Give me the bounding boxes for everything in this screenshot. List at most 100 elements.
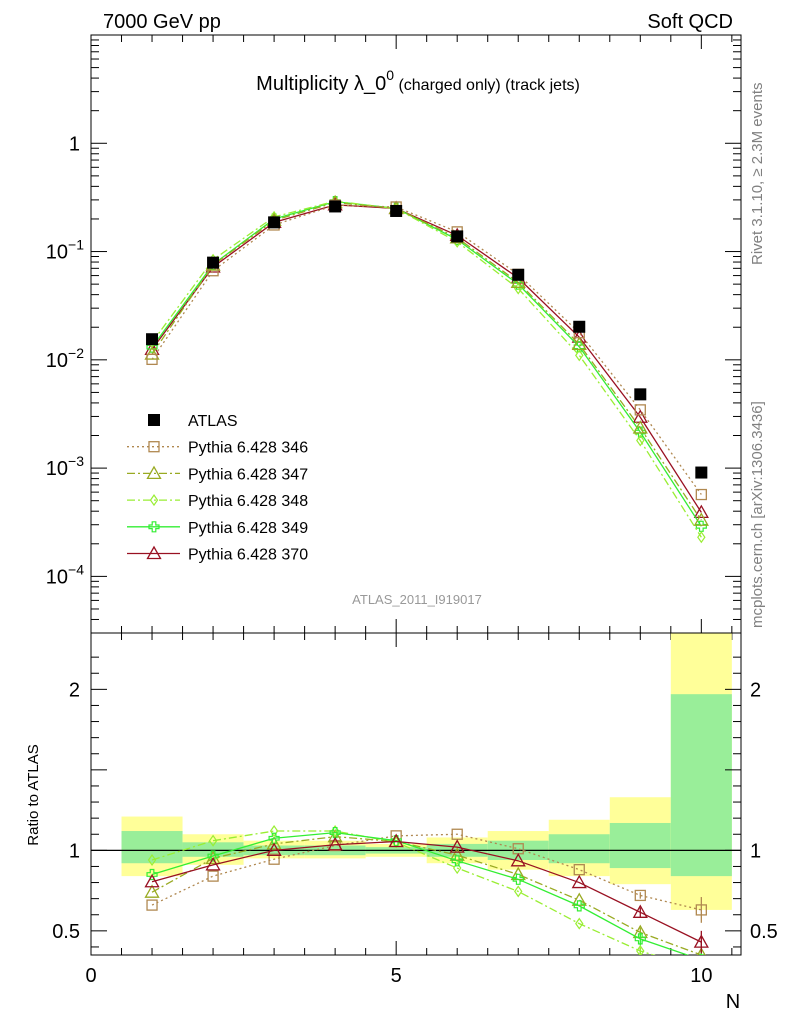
ratio-point: [634, 889, 646, 902]
series-line: [151, 204, 702, 513]
y-tick-label: 10−3: [46, 453, 84, 480]
series-line: [151, 200, 702, 527]
data-point: [573, 320, 586, 333]
chart-title-sup: 0: [386, 67, 394, 83]
main-frame: [90, 34, 742, 634]
ratio-point: [144, 884, 160, 898]
ratio-y-tick-label: 0.5: [52, 921, 80, 943]
ratio-point: [636, 944, 645, 955]
ratio-series-line: [151, 831, 690, 955]
data-point: [634, 404, 646, 416]
ratio-point: [510, 852, 526, 867]
ratio-point: [208, 834, 218, 847]
legend-marker: [148, 521, 160, 533]
ratio-point: [266, 836, 282, 850]
header-left: 7000 GeV pp: [103, 11, 221, 33]
analysis-id: ATLAS_2011_I919017: [352, 592, 482, 607]
x-axis-label: N: [726, 991, 740, 1013]
ratio-band-green: [548, 834, 610, 864]
y-tick-label: 10−2: [46, 345, 84, 372]
x-tick-label: 10: [690, 965, 712, 987]
ratio-y-tick-label-right: 1: [750, 840, 761, 862]
legend-marker: [148, 414, 160, 426]
chart-title-main: Multiplicity λ_0: [256, 73, 386, 95]
header-right: Soft QCD: [647, 11, 733, 33]
ratio-point: [146, 899, 158, 911]
ratio-band-green: [121, 831, 183, 864]
ratio-point: [513, 885, 523, 898]
legend-marker: [149, 494, 159, 507]
data-point: [695, 488, 707, 501]
chart-title-rest: (charged only) (track jets): [394, 77, 580, 94]
data-point: [693, 512, 709, 526]
ratio-ylabel: Ratio to ATLAS: [25, 744, 42, 845]
ratio-point: [451, 828, 463, 840]
ratio-point: [147, 853, 157, 867]
data-point: [697, 531, 706, 544]
ratio-y-tick-label-right: 2: [750, 679, 761, 701]
ratio-series-line: [151, 830, 656, 955]
ratio-point: [693, 934, 709, 948]
ratio-point: [329, 827, 341, 839]
ratio-point: [207, 870, 219, 882]
ratio-series-line: [151, 840, 702, 943]
ratio-point: [571, 874, 587, 889]
data-point: [510, 274, 526, 288]
data-point: [695, 520, 707, 532]
y-tick-label: 10−4: [46, 561, 84, 588]
legend-marker: [146, 545, 162, 560]
ratio-panel: 0 5 10 2 2 1 1 0.5 0.5: [52, 632, 778, 987]
legend-label: Pythia 6.428 349: [188, 520, 308, 537]
legend-marker: [148, 441, 160, 453]
series-line: [151, 200, 702, 538]
data-point: [634, 388, 647, 401]
data-point: [636, 434, 645, 447]
ratio-point: [573, 864, 585, 876]
ratio-series-line: [151, 836, 702, 955]
ratio-y-tick-label: 2: [69, 679, 80, 701]
data-point: [329, 200, 342, 213]
ratio-point: [327, 836, 343, 851]
ratio-point: [573, 900, 585, 912]
data-point: [207, 256, 220, 269]
data-point: [146, 353, 158, 366]
ratio-point: [144, 873, 160, 888]
legend-label: Pythia 6.428 346: [188, 440, 308, 457]
legend-marker: [146, 465, 162, 480]
ratio-point: [388, 833, 404, 848]
ratio-point: [698, 954, 704, 955]
data-point: [575, 349, 584, 362]
ratio-point: [327, 828, 343, 843]
legend-label: Pythia 6.428 347: [188, 466, 308, 483]
ratio-band-green: [182, 842, 244, 857]
data-point: [268, 216, 281, 229]
legend: ATLAS Pythia 6.428 346 Pythia 6.428 347 Pyt…: [127, 413, 308, 564]
ratio-frame: [90, 632, 742, 956]
ratio-series: [144, 824, 709, 955]
data-point: [695, 466, 708, 479]
ratio-point: [512, 873, 524, 885]
ratio-point: [449, 839, 465, 853]
ratio-y-tick-label: 1: [69, 840, 80, 862]
main-panel: 1 10−1 10−2 10−3 10−4: [46, 34, 742, 955]
series-line: [151, 201, 702, 521]
legend-label: ATLAS: [188, 413, 238, 430]
data-point: [693, 504, 709, 519]
ratio-band-green: [609, 822, 671, 869]
legend-label: Pythia 6.428 370: [188, 547, 308, 564]
ratio-y-tick-label-right: 0.5: [750, 921, 778, 943]
ratio-point: [695, 904, 707, 916]
series-line: [151, 204, 702, 495]
ratio-point: [634, 933, 646, 945]
ratio-point: [268, 853, 280, 865]
y-tick-label: 10−1: [46, 237, 84, 264]
ratio-point: [575, 917, 584, 930]
data-point: [512, 278, 524, 290]
ratio-point: [696, 947, 706, 955]
data-point: [571, 336, 587, 350]
y-tick-label: 1: [69, 133, 80, 155]
data-point: [146, 333, 159, 346]
chart-title: Multiplicity λ_00 (charged only) (track …: [256, 67, 580, 95]
ratio-point: [268, 832, 280, 844]
